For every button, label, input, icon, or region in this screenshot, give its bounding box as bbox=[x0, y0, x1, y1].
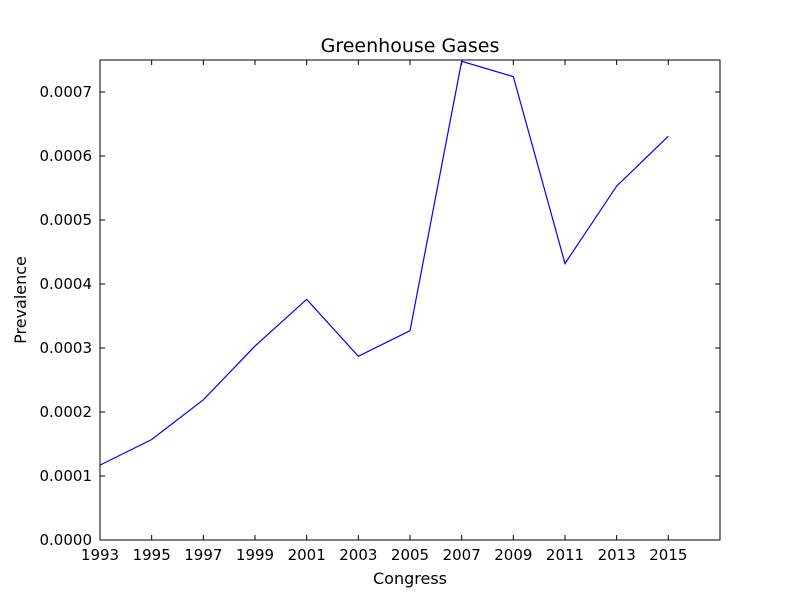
y-tick-label: 0.0005 bbox=[40, 211, 93, 229]
y-tick-label: 0.0006 bbox=[40, 147, 93, 165]
y-tick-label: 0.0003 bbox=[40, 339, 93, 357]
x-tick-label: 2013 bbox=[598, 546, 636, 564]
y-axis-title: Prevalence bbox=[11, 256, 30, 344]
x-tick-label: 2015 bbox=[649, 546, 687, 564]
x-tick-label: 2005 bbox=[391, 546, 429, 564]
y-tick-label: 0.0002 bbox=[40, 403, 93, 421]
x-tick-label: 2007 bbox=[443, 546, 481, 564]
x-tick-label: 1995 bbox=[133, 546, 171, 564]
x-tick-label: 1993 bbox=[81, 546, 119, 564]
x-tick-label: 2003 bbox=[339, 546, 377, 564]
x-axis-title: Congress bbox=[373, 569, 447, 588]
plot-area-frame bbox=[99, 59, 721, 541]
x-tick-label: 1999 bbox=[236, 546, 274, 564]
series-layer bbox=[99, 60, 669, 466]
x-tick-label: 2001 bbox=[288, 546, 326, 564]
y-tick-label: 0.0007 bbox=[40, 83, 93, 101]
series-line bbox=[99, 60, 669, 466]
y-tick-label: 0.0004 bbox=[40, 275, 93, 293]
axis-ticks: 1993 1995 1997 1999 2001 2003 2005 2007 2009 2011… bbox=[40, 60, 720, 564]
y-tick-label: 0.0000 bbox=[40, 531, 93, 549]
y-tick-label: 0.0001 bbox=[40, 467, 93, 485]
x-tick-label: 2011 bbox=[546, 546, 584, 564]
chart-title: Greenhouse Gases bbox=[321, 35, 500, 57]
x-tick-label: 2009 bbox=[494, 546, 532, 564]
x-tick-label: 1997 bbox=[184, 546, 222, 564]
